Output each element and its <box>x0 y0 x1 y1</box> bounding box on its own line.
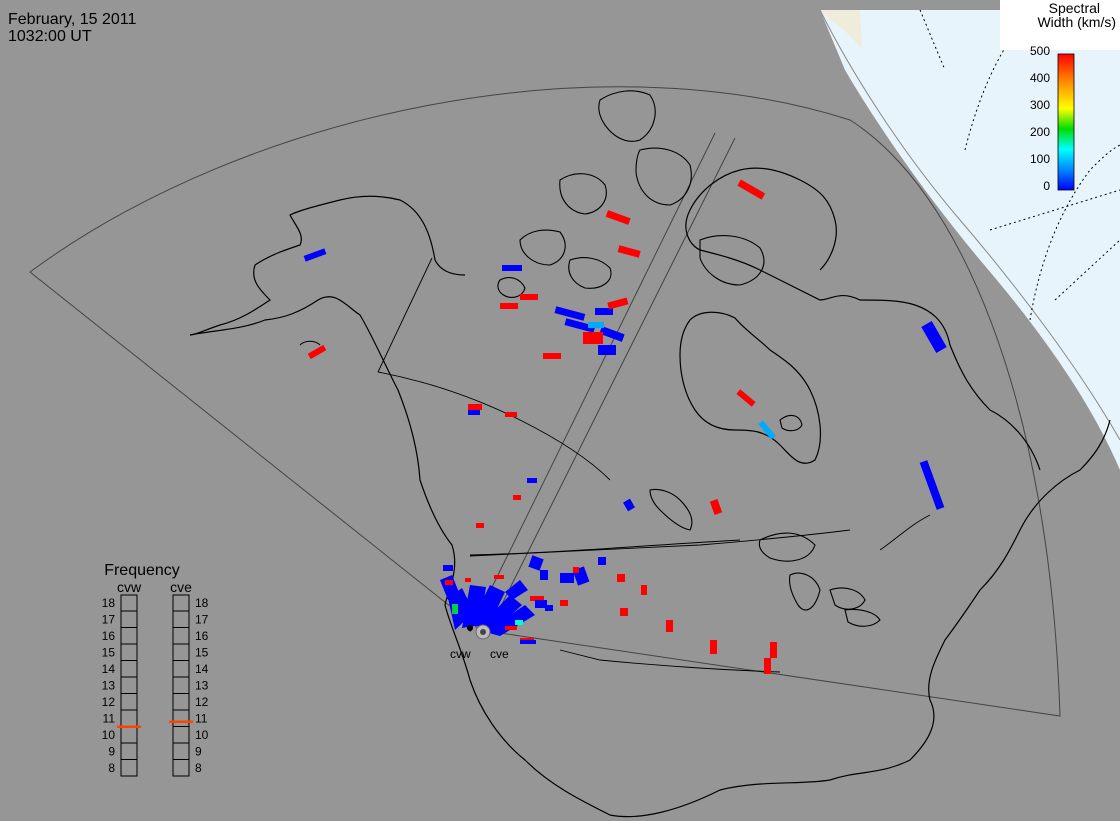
frequency-tick-label: 9 <box>108 745 115 759</box>
spectral-width-colorbar: Spectral Width (km/s) 500 400 300 200 10… <box>1000 0 1120 193</box>
frequency-tick-label: 17 <box>102 613 116 627</box>
date-label: February, 15 2011 <box>8 11 136 28</box>
frequency-scale-frame <box>172 594 190 777</box>
frequency-tick-label: 12 <box>102 695 116 709</box>
mid-range-blue-echoes <box>303 248 947 611</box>
frequency-tick-label: 11 <box>195 712 208 726</box>
frequency-tick-label: 8 <box>195 761 202 775</box>
coastline-hudson-bay <box>679 311 821 464</box>
colorbar-title-line2: Width (km/s) <box>1037 14 1116 30</box>
colorbar-tick: 500 <box>1030 44 1050 58</box>
radar-site-cve <box>480 629 486 635</box>
frequency-tick-label: 10 <box>195 728 209 742</box>
inner-range-arc <box>469 539 741 556</box>
colorbar-title-line1: Spectral <box>1049 0 1100 16</box>
frequency-tick-label: 12 <box>195 695 209 709</box>
frequency-scale-frame <box>120 594 138 777</box>
beam-boundary <box>487 137 736 633</box>
sea-ice-region <box>820 10 862 50</box>
frequency-tick-label: 14 <box>102 662 116 676</box>
frequency-scale-cvw: 18 17 16 15 14 13 12 11 10 9 8 <box>102 594 141 777</box>
frequency-label-cvw: cvw <box>117 579 142 595</box>
coastline-arctic-islands <box>299 90 803 531</box>
colorbar-tick: 300 <box>1030 98 1050 112</box>
colorbar-tick: 400 <box>1030 71 1050 85</box>
latitude-circle-dotted <box>964 9 1071 151</box>
frequency-panel: Frequency cvw cve 18 17 16 15 14 13 12 11 10 9 8 1… <box>102 562 209 777</box>
colorbar-tick: 0 <box>1043 179 1050 193</box>
latitude-circle-dotted <box>1029 144 1120 321</box>
frequency-tick-label: 11 <box>103 712 116 726</box>
political-borders <box>377 257 931 673</box>
dayside-region <box>820 10 1120 470</box>
frequency-tick-label: 13 <box>102 679 116 693</box>
beam-boundary <box>469 132 716 633</box>
frequency-tick-label: 18 <box>195 596 209 610</box>
near-range-echoes <box>440 565 544 644</box>
frequency-scale-cve: 18 17 16 15 14 13 12 11 10 9 8 <box>169 594 209 777</box>
colorbar-tick: 200 <box>1030 125 1050 139</box>
frequency-tick-label: 17 <box>195 613 209 627</box>
cyan-echoes <box>588 322 776 440</box>
radar-label-cve: cve <box>490 647 509 661</box>
great-lakes <box>758 532 881 627</box>
frequency-tick-label: 15 <box>195 646 209 660</box>
frequency-label-cve: cve <box>170 579 192 595</box>
terminator-line <box>819 9 1120 441</box>
meridian-dotted <box>919 9 946 71</box>
echo-cells <box>303 179 947 674</box>
colorbar-gradient <box>1057 53 1075 191</box>
red-echoes <box>307 179 777 674</box>
frequency-tick-label: 10 <box>102 728 116 742</box>
frequency-tick-label: 16 <box>102 629 116 643</box>
frequency-tick-label: 16 <box>195 629 209 643</box>
frequency-tick-label: 9 <box>195 745 202 759</box>
frequency-tick-label: 14 <box>195 662 209 676</box>
frequency-tick-label: 13 <box>195 679 209 693</box>
radar-label-cvw: cvw <box>450 647 471 661</box>
radar-fov-outline <box>29 86 1061 717</box>
coastline-alaska <box>189 195 466 336</box>
colorbar-tick: 100 <box>1030 152 1050 166</box>
radar-site-cvw <box>467 625 473 631</box>
frequency-tick-label: 18 <box>102 596 116 610</box>
frequency-tick-label: 8 <box>108 761 115 775</box>
coastline-north-america <box>189 167 1111 818</box>
frequency-tick-label: 15 <box>102 646 116 660</box>
time-label: 1032:00 UT <box>8 28 92 45</box>
frequency-title: Frequency <box>104 562 180 579</box>
